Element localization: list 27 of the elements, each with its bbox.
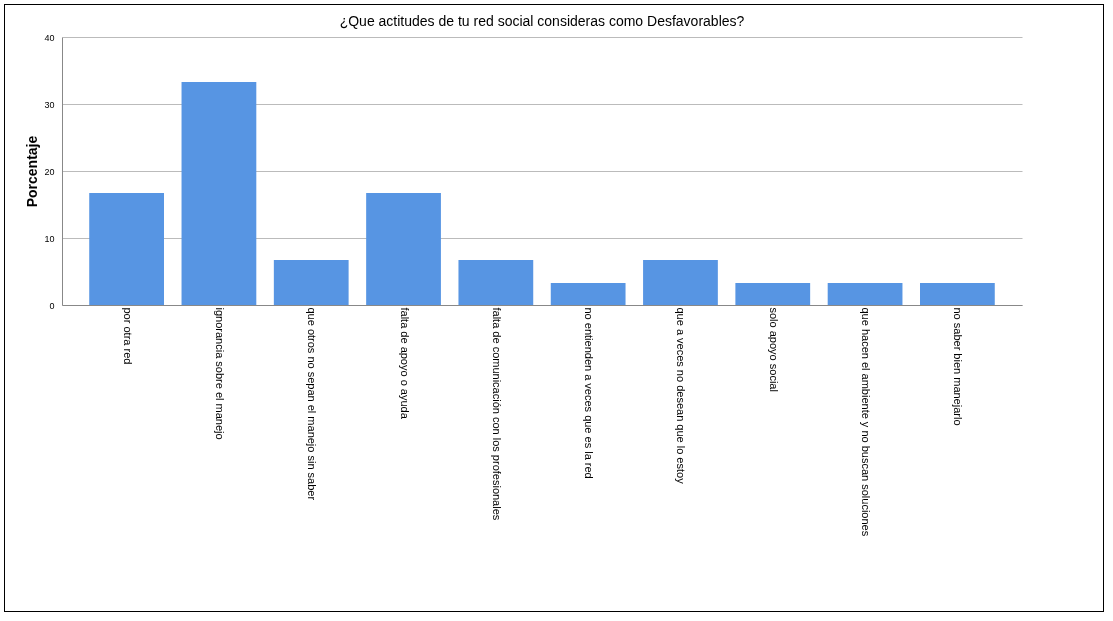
x-tick-label: que hacen el ambiente y no buscan soluciones bbox=[860, 307, 873, 537]
chart-title: ¿Que actitudes de tu red social consideras como Desfavorables? bbox=[339, 13, 745, 29]
bar bbox=[181, 81, 257, 305]
x-tick-label: no entienden a veces que es la red bbox=[583, 307, 596, 479]
bar bbox=[920, 282, 995, 305]
y-axis-title: Porcentaje bbox=[24, 135, 41, 208]
bar bbox=[643, 260, 718, 305]
bar bbox=[827, 282, 903, 305]
y-tick-label: 0 bbox=[49, 300, 55, 311]
bar bbox=[550, 282, 626, 305]
y-tick-label: 40 bbox=[44, 32, 55, 43]
x-tick-label: falta de apoyo o ayuda bbox=[398, 307, 411, 420]
bar bbox=[273, 260, 349, 305]
x-tick-label: no saber bien manejarlo bbox=[952, 307, 965, 426]
bar bbox=[458, 260, 534, 305]
x-tick-label: ignorancia sobre el manejo bbox=[213, 307, 226, 440]
bar bbox=[366, 193, 441, 305]
x-tick-label: por otra red bbox=[121, 307, 134, 365]
y-tick-label: 30 bbox=[44, 99, 55, 110]
x-tick-label: que a veces no desean que lo estoy bbox=[675, 307, 688, 485]
bar bbox=[89, 193, 164, 305]
x-tick-label: que otros no sepan el manejo sin saber bbox=[306, 307, 319, 501]
y-tick-label: 20 bbox=[44, 166, 55, 177]
x-tick-label: falta de comunicación con los profesionales bbox=[490, 307, 503, 521]
y-tick-label: 10 bbox=[44, 233, 55, 244]
bar bbox=[735, 282, 811, 305]
x-tick-label: solo apoyo social bbox=[767, 307, 780, 392]
